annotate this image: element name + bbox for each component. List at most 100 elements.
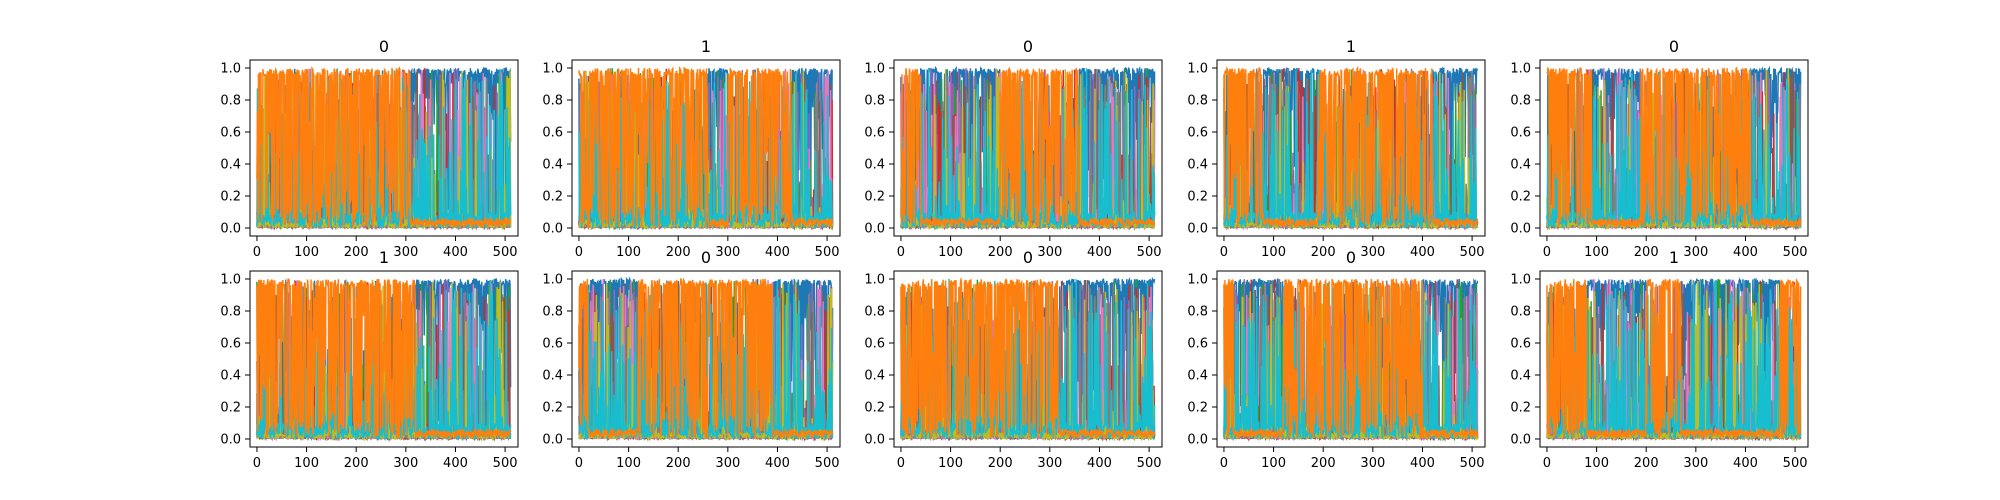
y-tick-label: 1.0 — [220, 273, 241, 288]
x-tick-label: 0 — [575, 456, 583, 471]
x-tick-label: 300 — [393, 456, 418, 471]
y-tick-label: 0.8 — [1510, 305, 1531, 320]
subplot-7: 0 100 200 300 400 500 0.0 0.2 0.4 0.6 0.8 1.0 0 — [864, 248, 1163, 471]
y-tick-label: 0.2 — [542, 190, 563, 205]
y-tick-label: 0.0 — [864, 222, 885, 237]
x-tick-label: 0 — [1543, 456, 1551, 471]
x-tick-label: 200 — [988, 245, 1013, 260]
subplot-title: 1 — [1669, 248, 1679, 267]
y-tick-label: 0.6 — [864, 337, 885, 352]
x-tick-label: 0 — [897, 245, 905, 260]
x-tick-label: 200 — [1634, 245, 1659, 260]
subplot-title: 0 — [1346, 248, 1356, 267]
series-line-class-1 — [1546, 277, 1802, 441]
y-tick-label: 0.0 — [1187, 222, 1208, 237]
y-tick-label: 1.0 — [1510, 273, 1531, 288]
y-tick-label: 0.6 — [220, 337, 241, 352]
y-tick-label: 0.2 — [542, 401, 563, 416]
y-tick-label: 0.0 — [220, 222, 241, 237]
axes-frame — [1216, 270, 1486, 448]
subplot-9: 0 100 200 300 400 500 0.0 0.2 0.4 0.6 0.8 1.0 1 — [1510, 248, 1809, 471]
x-tick-label: 500 — [493, 245, 518, 260]
x-tick-label: 200 — [1311, 245, 1336, 260]
axes-frame — [1539, 59, 1809, 237]
y-tick-label: 1.0 — [220, 62, 241, 77]
y-tick-label: 0.8 — [1187, 94, 1208, 109]
series-line-class-1 — [900, 276, 1156, 439]
y-tick-label: 0.0 — [220, 433, 241, 448]
y-tick-label: 0.8 — [1187, 305, 1208, 320]
x-tick-label: 400 — [1733, 245, 1758, 260]
y-tick-label: 0.0 — [1187, 433, 1208, 448]
x-tick-label: 0 — [253, 245, 261, 260]
y-tick-label: 0.6 — [220, 126, 241, 141]
plot-lines — [900, 65, 1156, 231]
series-line-class-9 — [256, 279, 512, 442]
y-tick-label: 0.8 — [864, 94, 885, 109]
plot-lines — [256, 66, 512, 231]
y-tick-label: 0.2 — [864, 401, 885, 416]
axes-frame — [571, 59, 841, 237]
axes-frame — [1216, 59, 1486, 237]
x-tick-label: 500 — [1460, 245, 1485, 260]
y-tick-label: 0.4 — [864, 369, 885, 384]
subplot-title: 0 — [1669, 37, 1679, 56]
y-tick-label: 0.0 — [1510, 433, 1531, 448]
y-tick-label: 1.0 — [1510, 62, 1531, 77]
plot-lines — [1223, 277, 1479, 442]
y-tick-label: 0.6 — [1187, 126, 1208, 141]
y-tick-label: 0.0 — [864, 433, 885, 448]
y-tick-label: 0.0 — [1510, 222, 1531, 237]
x-tick-label: 200 — [344, 245, 369, 260]
x-tick-label: 500 — [493, 456, 518, 471]
y-tick-label: 0.2 — [220, 190, 241, 205]
x-tick-label: 400 — [765, 456, 790, 471]
y-tick-label: 0.8 — [542, 305, 563, 320]
x-tick-label: 100 — [938, 245, 963, 260]
series-line-class-1 — [1546, 66, 1802, 229]
subplot-1: 0 100 200 300 400 500 0.0 0.2 0.4 0.6 0.8 1.0 1 — [542, 37, 841, 260]
subplot-8: 0 100 200 300 400 500 0.0 0.2 0.4 0.6 0.8 1.0 0 — [1187, 248, 1486, 471]
x-tick-label: 500 — [1137, 245, 1162, 260]
y-tick-label: 1.0 — [1187, 62, 1208, 77]
x-tick-label: 100 — [938, 456, 963, 471]
y-tick-label: 0.6 — [1510, 126, 1531, 141]
axes-frame — [249, 59, 519, 237]
x-tick-label: 200 — [344, 456, 369, 471]
x-tick-label: 200 — [666, 245, 691, 260]
x-tick-label: 400 — [443, 245, 468, 260]
subplot-4: 0 100 200 300 400 500 0.0 0.2 0.4 0.6 0.8 1.0 0 — [1510, 37, 1809, 260]
x-tick-label: 300 — [715, 245, 740, 260]
x-tick-label: 200 — [1634, 456, 1659, 471]
y-tick-label: 0.6 — [1187, 337, 1208, 352]
axes-frame — [249, 270, 519, 448]
x-tick-label: 500 — [1783, 245, 1808, 260]
subplot-2: 0 100 200 300 400 500 0.0 0.2 0.4 0.6 0.8 1.0 0 — [864, 37, 1163, 260]
x-tick-label: 400 — [765, 245, 790, 260]
subplot-title: 1 — [701, 37, 711, 56]
x-tick-label: 200 — [666, 456, 691, 471]
y-tick-label: 1.0 — [542, 273, 563, 288]
x-tick-label: 300 — [1360, 245, 1385, 260]
x-tick-label: 300 — [393, 245, 418, 260]
y-tick-label: 0.4 — [542, 369, 563, 384]
subplot-0: 0 100 200 300 400 500 0.0 0.2 0.4 0.6 0.8 1.0 0 — [220, 37, 519, 260]
y-tick-label: 0.4 — [1187, 369, 1208, 384]
axes-frame — [893, 59, 1163, 237]
x-tick-label: 100 — [1261, 245, 1286, 260]
series-line-class-1 — [578, 66, 834, 229]
x-tick-label: 100 — [1584, 456, 1609, 471]
x-tick-label: 500 — [1783, 456, 1808, 471]
subplot-3: 0 100 200 300 400 500 0.0 0.2 0.4 0.6 0.8 1.0 1 — [1187, 37, 1486, 260]
y-tick-label: 1.0 — [864, 273, 885, 288]
plot-lines — [1546, 277, 1802, 442]
plot-lines — [578, 276, 834, 442]
subplot-title: 1 — [1346, 37, 1356, 56]
x-tick-label: 500 — [1137, 456, 1162, 471]
y-tick-label: 0.6 — [864, 126, 885, 141]
plot-lines — [578, 66, 834, 231]
subplot-title: 0 — [1023, 37, 1033, 56]
y-tick-label: 0.8 — [220, 94, 241, 109]
series-line-class-1 — [900, 66, 1156, 229]
y-tick-label: 0.0 — [542, 222, 563, 237]
